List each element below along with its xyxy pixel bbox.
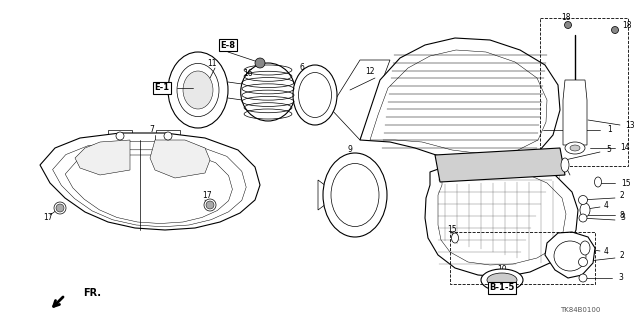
Ellipse shape [487,273,517,287]
Ellipse shape [54,202,66,214]
Text: 2: 2 [620,251,625,261]
Ellipse shape [206,201,214,209]
Ellipse shape [116,132,124,140]
Text: 3: 3 [620,213,625,222]
Text: 6: 6 [300,63,305,72]
Bar [540,18,628,166]
Text: 5: 5 [606,145,611,154]
Text: 8: 8 [620,211,625,219]
Text: 1: 1 [607,125,612,135]
Ellipse shape [255,58,265,68]
Text: 13: 13 [625,121,635,130]
Text: 14: 14 [620,144,630,152]
Ellipse shape [183,71,213,109]
Text: E-1: E-1 [154,84,170,93]
Text: FR.: FR. [83,288,101,298]
Text: 17: 17 [202,191,212,201]
Text: 9: 9 [348,145,353,154]
Polygon shape [150,140,210,178]
Ellipse shape [323,153,387,237]
Ellipse shape [293,65,337,125]
Ellipse shape [570,145,580,151]
Text: E-8: E-8 [221,41,236,49]
Ellipse shape [564,21,572,28]
Bar [450,232,595,284]
Ellipse shape [580,241,590,255]
Bar [156,130,180,142]
Polygon shape [75,140,130,175]
Text: 15: 15 [447,226,457,234]
Ellipse shape [579,196,588,204]
Text: 18: 18 [561,12,571,21]
Text: 11: 11 [207,60,217,69]
Ellipse shape [164,132,172,140]
Text: 4: 4 [604,248,609,256]
Ellipse shape [565,142,585,154]
Ellipse shape [298,72,332,117]
Text: TK84B0100: TK84B0100 [559,307,600,313]
Ellipse shape [177,63,219,117]
Text: 10: 10 [497,265,507,275]
Bar [108,130,132,142]
Text: 17: 17 [43,213,53,222]
Text: 15: 15 [621,179,630,188]
Text: 3: 3 [618,273,623,283]
Text: 16: 16 [243,69,253,78]
Text: 12: 12 [365,68,375,77]
Ellipse shape [579,257,588,266]
Ellipse shape [56,204,64,212]
Polygon shape [563,80,587,145]
Polygon shape [40,133,260,230]
Ellipse shape [579,214,587,222]
Ellipse shape [579,274,587,282]
Ellipse shape [331,164,379,226]
Text: 18: 18 [622,21,632,31]
Ellipse shape [595,177,602,187]
Polygon shape [318,180,338,210]
Ellipse shape [611,26,618,33]
Ellipse shape [561,158,569,172]
Ellipse shape [204,199,216,211]
Polygon shape [435,148,565,182]
Text: 4: 4 [604,202,609,211]
Ellipse shape [168,52,228,128]
Polygon shape [545,232,595,278]
Text: 2: 2 [620,191,625,201]
Ellipse shape [580,203,590,217]
Ellipse shape [451,233,458,243]
Polygon shape [330,60,390,140]
Polygon shape [360,38,560,163]
Ellipse shape [241,63,295,121]
Text: B-1-5: B-1-5 [490,284,515,293]
Text: 7: 7 [150,125,154,135]
Polygon shape [425,160,578,277]
Ellipse shape [481,269,523,291]
